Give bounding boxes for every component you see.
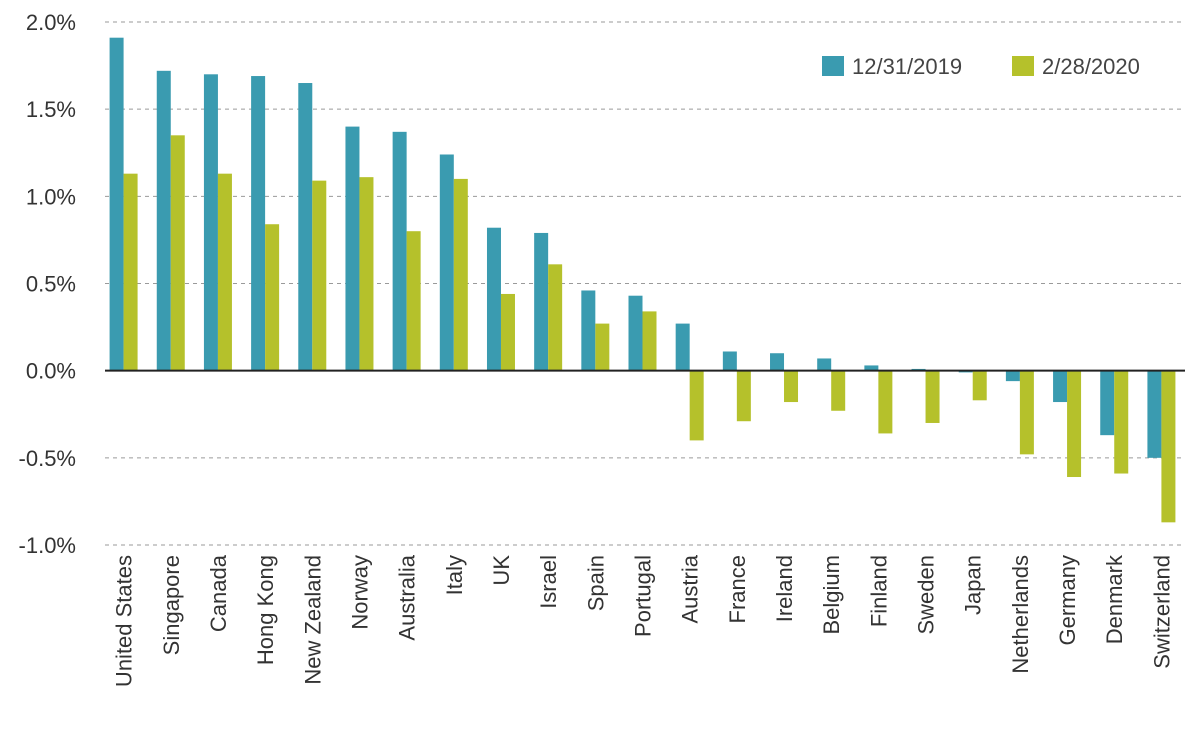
- y-tick-label: 1.5%: [26, 97, 76, 122]
- legend-swatch: [822, 56, 844, 76]
- bar-series1-canada: [203, 74, 218, 371]
- x-category-label: Italy: [442, 555, 467, 595]
- bar-series1-spain: [581, 290, 596, 371]
- x-category-label: Denmark: [1102, 554, 1127, 644]
- y-tick-label: -0.5%: [19, 446, 76, 471]
- x-axis-category-labels: United States Singapore Canada Hong Kong New…: [112, 554, 1175, 687]
- bar-series2-denmark: [1114, 370, 1129, 474]
- bar-series2-ireland: [784, 370, 799, 403]
- x-category-label: Austria: [678, 554, 703, 623]
- bars: [109, 37, 1176, 523]
- bar-series2-japan: [972, 370, 987, 401]
- bar-series2-new-zealand: [312, 180, 327, 371]
- bar-series1-israel: [534, 232, 549, 371]
- bar-series2-uk: [500, 293, 515, 371]
- y-axis-tick-labels: 2.0% 1.5% 1.0% 0.5% 0.0% -0.5% -1.0%: [19, 10, 76, 558]
- y-tick-label: 1.0%: [26, 184, 76, 209]
- bar-series1-finland: [864, 365, 879, 371]
- x-category-label: Belgium: [819, 555, 844, 634]
- x-category-label: Portugal: [631, 555, 656, 637]
- bar-series2-united-states: [123, 173, 138, 371]
- x-category-label: Israel: [536, 555, 561, 609]
- bar-series2-finland: [878, 370, 893, 434]
- bar-series1-norway: [345, 126, 360, 371]
- bar-series1-singapore: [156, 70, 171, 371]
- bar-series2-spain: [595, 323, 610, 371]
- legend-swatch: [1012, 56, 1034, 76]
- bar-series2-australia: [406, 231, 421, 371]
- bar-series1-italy: [439, 154, 454, 371]
- x-category-label: Finland: [866, 555, 891, 627]
- bar-series2-switzerland: [1161, 370, 1176, 523]
- x-category-label: Germany: [1055, 555, 1080, 645]
- bar-series2-sweden: [925, 370, 940, 423]
- bar-series2-italy: [453, 178, 468, 371]
- x-category-label: Canada: [206, 554, 231, 632]
- bar-series2-germany: [1067, 370, 1082, 478]
- y-tick-label: 2.0%: [26, 10, 76, 35]
- bar-series2-portugal: [642, 311, 657, 371]
- y-tick-label: 0.0%: [26, 359, 76, 384]
- x-category-label: Singapore: [159, 555, 184, 655]
- bar-series2-israel: [548, 264, 563, 371]
- x-category-label: UK: [489, 555, 514, 586]
- gridlines: [105, 21, 1185, 546]
- x-category-label: Switzerland: [1149, 555, 1174, 669]
- bar-series2-hong-kong: [265, 224, 280, 371]
- bar-series1-denmark: [1100, 370, 1115, 436]
- legend-label: 12/31/2019: [852, 54, 962, 79]
- x-category-label: Netherlands: [1008, 555, 1033, 674]
- bar-series1-germany: [1053, 370, 1068, 403]
- x-category-label: Spain: [583, 555, 608, 611]
- x-category-label: Hong Kong: [253, 555, 278, 665]
- y-tick-label: -1.0%: [19, 533, 76, 558]
- bar-series2-norway: [359, 177, 374, 371]
- bar-series1-france: [722, 351, 737, 371]
- x-category-label: France: [725, 555, 750, 623]
- y-tick-label: 0.5%: [26, 272, 76, 297]
- bar-series1-united-states: [109, 37, 124, 371]
- bar-series2-canada: [217, 173, 232, 371]
- x-category-label: Ireland: [772, 555, 797, 622]
- bar-series1-uk: [486, 227, 501, 371]
- bar-series1-austria: [675, 323, 690, 371]
- bar-series2-belgium: [831, 370, 846, 411]
- x-category-label: New Zealand: [300, 555, 325, 685]
- bar-series1-australia: [392, 131, 407, 371]
- legend: 12/31/2019 2/28/2020: [822, 54, 1140, 79]
- bar-series2-netherlands: [1019, 370, 1034, 455]
- x-category-label: Sweden: [914, 555, 939, 635]
- bar-series1-new-zealand: [298, 83, 313, 371]
- bar-series1-switzerland: [1147, 370, 1162, 458]
- bar-series2-france: [736, 370, 751, 422]
- bar-series1-portugal: [628, 295, 643, 371]
- bar-series1-belgium: [817, 358, 832, 371]
- bar-series2-singapore: [170, 135, 185, 371]
- bar-series1-ireland: [770, 353, 785, 371]
- x-category-label: United States: [112, 555, 137, 687]
- bar-series1-netherlands: [1005, 370, 1020, 382]
- x-category-label: Norway: [347, 555, 372, 630]
- bar-series2-austria: [689, 370, 704, 441]
- x-category-label: Japan: [961, 555, 986, 615]
- x-category-label: Australia: [395, 554, 420, 640]
- legend-label: 2/28/2020: [1042, 54, 1140, 79]
- bar-series1-hong-kong: [251, 76, 266, 371]
